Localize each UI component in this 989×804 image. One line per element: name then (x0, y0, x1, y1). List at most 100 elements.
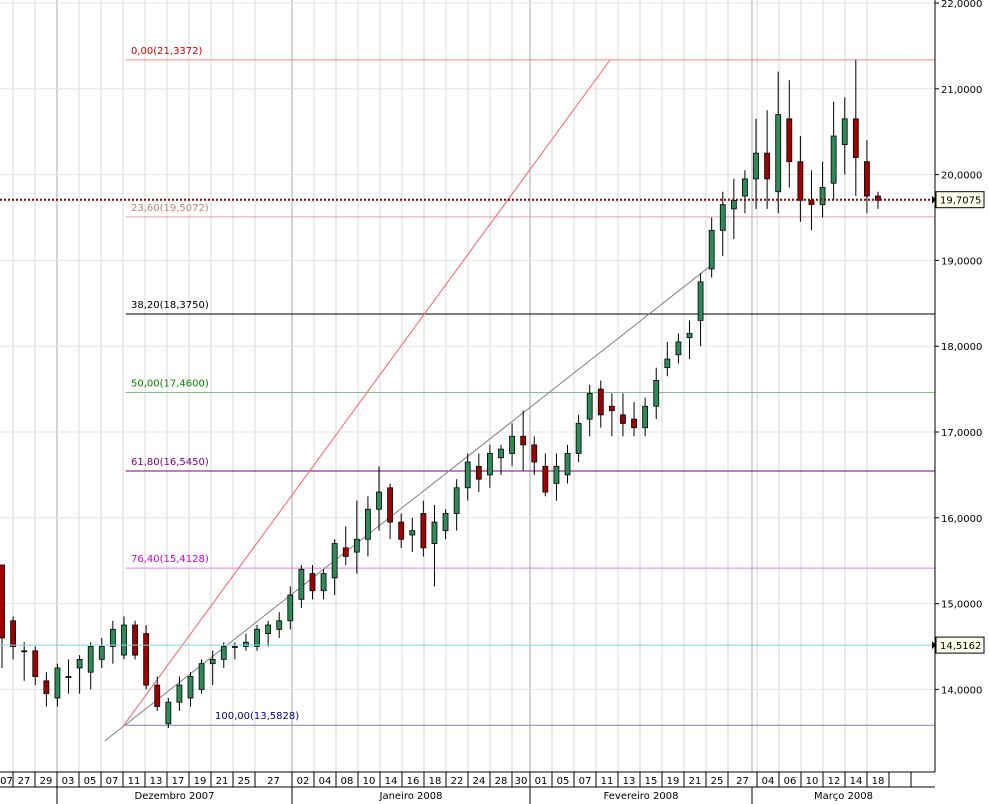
candle (653, 367, 660, 420)
candle-body-up (775, 114, 782, 193)
candle (586, 384, 593, 437)
candle-body-down (808, 199, 815, 206)
y-tick-label: 17,0000 (941, 428, 982, 439)
month-label: Dezembro 2007 (135, 791, 215, 802)
x-tick-label: 17 (172, 776, 185, 787)
candle-body-up (409, 530, 416, 536)
candle (431, 504, 438, 587)
trendline-fib-diagonal (123, 59, 611, 726)
candle-body-up (331, 543, 338, 579)
x-tick-label: 04 (319, 776, 332, 787)
price-marker-pointer (932, 641, 936, 650)
candle (420, 500, 427, 557)
candle-body-down (398, 521, 405, 540)
x-tick-label: 14 (850, 776, 863, 787)
candle-body-up (575, 423, 582, 454)
candle-body-down (797, 161, 804, 201)
fib-level-label: 50,00(17,4600) (131, 379, 209, 390)
candle-body-up (686, 332, 693, 339)
candle (808, 170, 815, 231)
x-tick-label: 28 (495, 776, 508, 787)
candle-body-down (475, 465, 482, 480)
candle-body-up (209, 658, 216, 665)
y-tick-label: 18,0000 (941, 342, 982, 353)
candle (575, 414, 582, 463)
candle-body-up (708, 229, 715, 270)
candle (719, 191, 726, 257)
x-tick-label: 18 (429, 776, 442, 787)
candle-body-up (276, 620, 283, 630)
grid (0, 0, 935, 772)
candle (32, 646, 39, 686)
x-tick-label: 24 (473, 776, 486, 787)
candle (675, 333, 682, 364)
candle-body-up (243, 641, 249, 647)
trendline-support (104, 264, 713, 742)
x-tick-label: 21 (216, 776, 229, 787)
x-tick-label: 13 (623, 776, 636, 787)
fib-level-label: 100,00(13,5828) (215, 711, 299, 722)
x-tick-label: 13 (150, 776, 163, 787)
candle-body-down (631, 418, 637, 429)
fib-level-label: 76,40(15,4128) (131, 554, 209, 565)
candle-body-up (87, 646, 94, 673)
candle (298, 564, 305, 608)
x-tick-label: 29 (40, 776, 53, 787)
fibonacci-levels: 0,00(21,3372) 23,60(19,5072) 38,20(18,3750… (125, 46, 935, 726)
candle (409, 517, 416, 553)
candle (54, 663, 61, 707)
candle-body-down (132, 624, 138, 656)
candle (864, 140, 870, 214)
candle (331, 539, 338, 596)
candle (376, 466, 382, 531)
price-marker-label: 14,5162 (940, 641, 981, 652)
x-tick-label: 03 (62, 776, 75, 787)
price-marker-label: 19,7075 (940, 196, 981, 207)
candle (365, 496, 371, 557)
candle (309, 564, 316, 600)
candle-body-up (76, 658, 83, 669)
candle-body-up (464, 461, 471, 489)
y-tick-label: 20,0000 (941, 171, 982, 182)
candle-body-down (154, 684, 161, 707)
y-tick-label: 14,0000 (941, 685, 982, 696)
candle-body-up (365, 508, 371, 540)
candle (165, 697, 172, 729)
fib-level-label: 61,80(16,5450) (131, 457, 209, 468)
candle-body-down (32, 650, 39, 677)
candle-body-up (498, 448, 504, 459)
x-tick-label: 27 (267, 776, 280, 787)
candle (475, 453, 482, 493)
candle-body-up (298, 568, 305, 600)
candle (21, 642, 28, 681)
x-tick-label: 12 (828, 776, 841, 787)
candle-body-up (265, 624, 272, 635)
candle-body-up (98, 646, 105, 660)
candle (620, 393, 626, 437)
candle-body-down (309, 573, 316, 592)
candle-body-up (730, 199, 737, 210)
candle (509, 423, 515, 467)
candle (531, 436, 538, 475)
candle-body-up (220, 646, 227, 660)
candle (453, 479, 460, 531)
candle (564, 444, 571, 484)
candle (254, 625, 260, 651)
candle (154, 676, 161, 711)
candle-body-up (841, 118, 848, 145)
price-marker-pointer (932, 195, 936, 204)
candle-body-down (342, 547, 349, 557)
candle (220, 642, 227, 668)
candle (10, 616, 16, 660)
candle-body-up (742, 178, 748, 197)
candle-body-down (597, 388, 604, 416)
x-tick-label: 25 (711, 776, 724, 787)
x-tick-label: 07 (0, 776, 13, 787)
candle (76, 655, 83, 694)
x-tick-label: 16 (407, 776, 420, 787)
candle-body-up (287, 594, 294, 622)
fib-level-label: 38,20(18,3750) (131, 300, 209, 311)
x-tick-label: 05 (84, 776, 97, 787)
fib-level-label: 23,60(19,5072) (131, 203, 209, 214)
